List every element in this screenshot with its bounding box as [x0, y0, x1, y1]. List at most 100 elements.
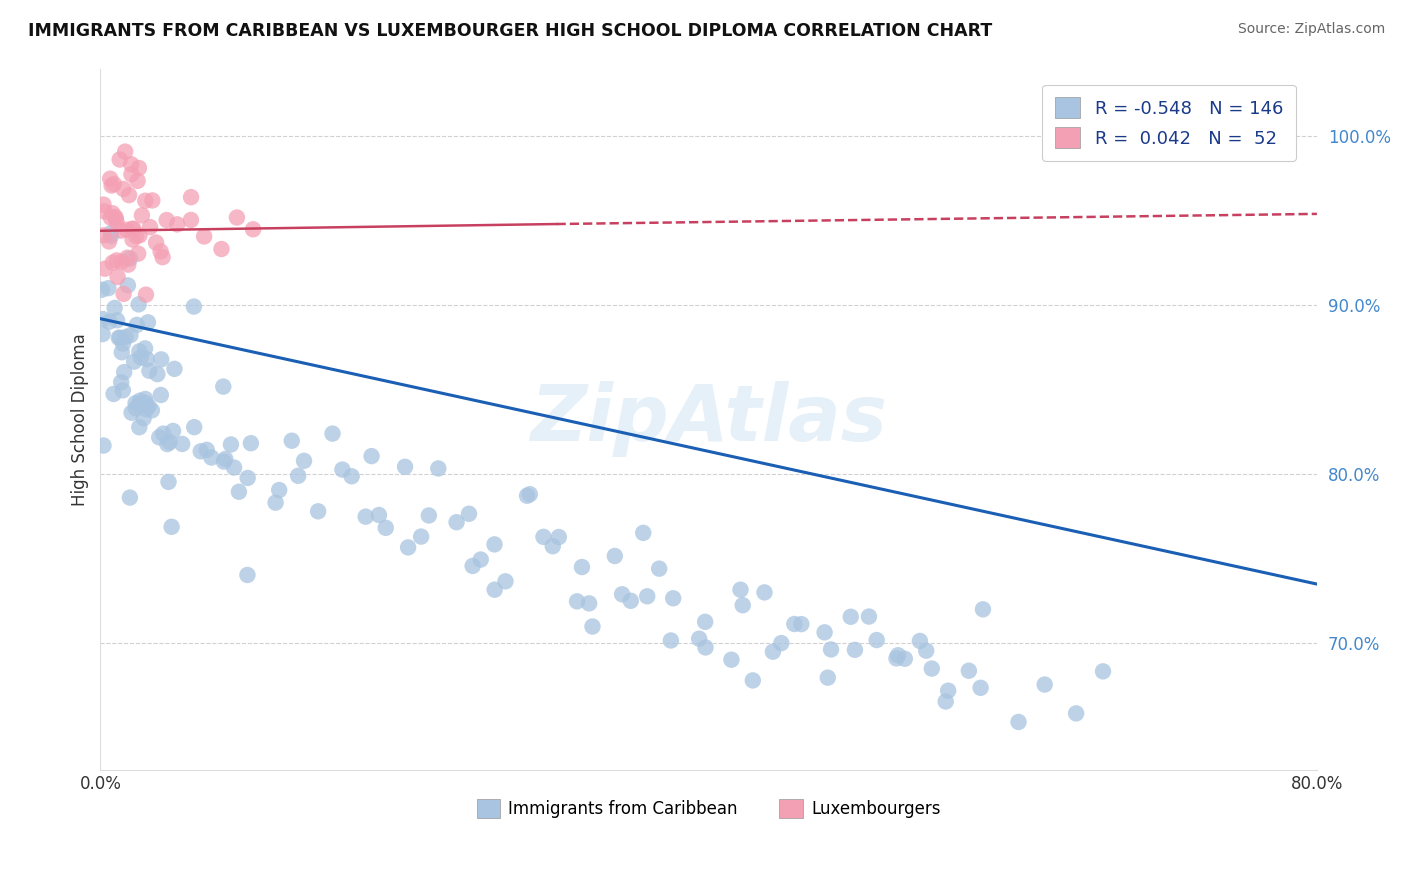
Point: [662, 591, 685, 606]
Point: [754, 585, 776, 599]
Point: [1007, 714, 1029, 729]
Point: [915, 643, 938, 657]
Point: [112, 365, 135, 379]
Legend: Immigrants from Caribbean, Luxembourgers: Immigrants from Caribbean, Luxembourgers: [470, 792, 948, 825]
Point: [770, 636, 793, 650]
Point: [659, 633, 682, 648]
Point: [166, 218, 188, 232]
Point: [127, 246, 149, 260]
Point: [620, 594, 643, 608]
Point: [107, 270, 129, 285]
Point: [281, 434, 304, 448]
Point: [180, 213, 202, 227]
Point: [127, 174, 149, 188]
Point: [908, 634, 931, 648]
Point: [103, 387, 125, 401]
Point: [180, 190, 202, 204]
Point: [368, 508, 391, 522]
Point: [866, 633, 889, 648]
Point: [541, 539, 564, 553]
Point: [219, 437, 242, 451]
Point: [484, 582, 506, 597]
Point: [222, 460, 245, 475]
Point: [269, 483, 291, 497]
Point: [100, 226, 122, 240]
Point: [817, 671, 839, 685]
Point: [741, 673, 763, 688]
Point: [484, 537, 506, 551]
Point: [117, 258, 139, 272]
Point: [427, 461, 450, 475]
Point: [969, 681, 991, 695]
Point: [360, 449, 382, 463]
Point: [156, 213, 179, 227]
Point: [128, 161, 150, 175]
Point: [844, 642, 866, 657]
Point: [117, 251, 139, 265]
Point: [129, 393, 152, 408]
Point: [98, 171, 121, 186]
Point: [120, 157, 142, 171]
Point: [104, 210, 127, 224]
Point: [264, 495, 287, 509]
Point: [887, 648, 910, 663]
Point: [894, 652, 917, 666]
Point: [226, 211, 249, 225]
Point: [138, 364, 160, 378]
Point: [135, 352, 157, 367]
Point: [117, 278, 139, 293]
Point: [149, 244, 172, 259]
Point: [110, 376, 132, 390]
Point: [150, 352, 173, 367]
Point: [160, 520, 183, 534]
Point: [446, 515, 468, 529]
Point: [578, 596, 600, 610]
Point: [921, 662, 943, 676]
Point: [125, 229, 148, 244]
Point: [118, 491, 141, 505]
Point: [695, 640, 717, 655]
Point: [121, 233, 143, 247]
Point: [163, 362, 186, 376]
Point: [762, 645, 785, 659]
Point: [212, 379, 235, 393]
Point: [200, 450, 222, 465]
Point: [128, 297, 150, 311]
Point: [214, 452, 236, 467]
Point: [100, 211, 122, 225]
Point: [458, 507, 481, 521]
Point: [105, 313, 128, 327]
Point: [122, 222, 145, 236]
Point: [287, 468, 309, 483]
Point: [159, 435, 181, 450]
Point: [972, 602, 994, 616]
Point: [571, 560, 593, 574]
Point: [470, 552, 492, 566]
Point: [125, 318, 148, 332]
Point: [104, 301, 127, 315]
Point: [114, 145, 136, 159]
Point: [111, 345, 134, 359]
Point: [100, 178, 122, 193]
Point: [533, 530, 555, 544]
Point: [211, 242, 233, 256]
Point: [495, 574, 517, 589]
Point: [100, 229, 122, 244]
Point: [128, 228, 150, 243]
Point: [112, 336, 135, 351]
Point: [156, 437, 179, 451]
Point: [340, 469, 363, 483]
Point: [236, 568, 259, 582]
Point: [104, 211, 127, 226]
Point: [307, 504, 329, 518]
Point: [228, 484, 250, 499]
Point: [93, 438, 115, 452]
Point: [136, 315, 159, 329]
Point: [93, 228, 115, 243]
Point: [516, 489, 538, 503]
Point: [135, 287, 157, 301]
Point: [157, 475, 180, 489]
Point: [183, 420, 205, 434]
Point: [129, 351, 152, 365]
Point: [731, 599, 754, 613]
